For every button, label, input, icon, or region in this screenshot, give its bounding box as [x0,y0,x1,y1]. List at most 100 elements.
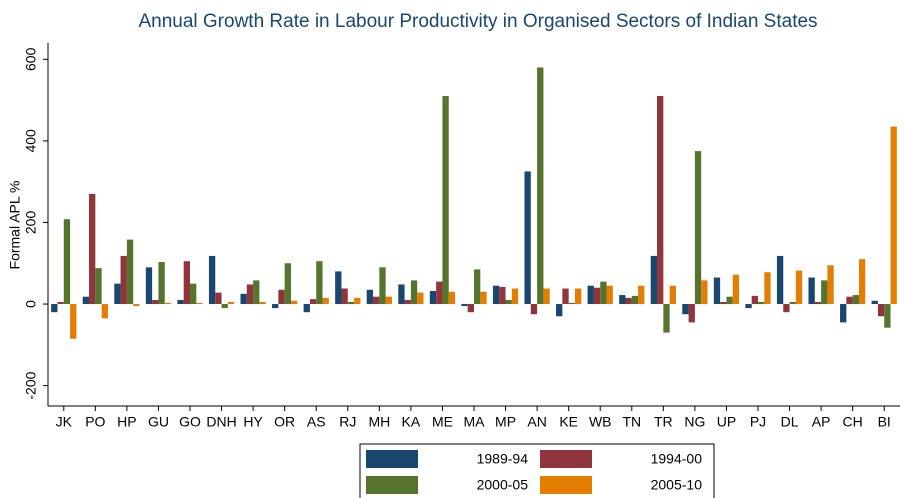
bar [120,255,127,305]
y-tick-label: -200 [23,371,39,399]
x-tick-label: GO [179,414,201,430]
bar [246,284,254,305]
x-tick-label: KA [402,414,421,430]
bar [783,304,790,313]
bar [215,292,222,305]
bar [133,304,140,307]
bar [95,268,102,305]
x-tick-label: CH [843,414,863,430]
x-tick-label: ME [432,414,453,430]
x-tick-label: AS [307,414,326,430]
bar [574,288,582,305]
bar [600,281,607,305]
bar [537,67,544,305]
bar [272,304,279,309]
bar [259,301,266,305]
bar [366,289,374,305]
legend-swatch [540,450,592,468]
bar [354,297,361,305]
bar [682,304,689,315]
x-tick-label: AP [812,414,831,430]
x-tick-label: JK [56,414,73,430]
x-tick-label: RJ [339,414,356,430]
legend-label: 1994-00 [651,451,703,467]
bar [227,301,235,305]
bar [89,193,96,305]
bar [436,281,443,305]
bar [404,299,411,305]
legend-label: 2005-10 [651,477,703,493]
x-tick-label: TR [654,414,673,430]
bar [467,304,474,313]
bar [631,295,639,305]
bar [474,269,481,305]
bar [821,280,828,305]
bar [808,277,815,305]
x-tick-label: OR [274,414,295,430]
bar [152,299,159,305]
bar [429,290,437,305]
bar [795,270,803,305]
bar [341,288,348,305]
bar [114,283,121,305]
bar [726,296,733,305]
legend-box [359,443,715,498]
bar [543,288,550,305]
legend-swatch [366,450,418,468]
bar [593,287,601,305]
legend-label: 1989-94 [477,451,529,467]
bar [688,304,695,323]
bar [638,285,645,305]
bar [347,301,355,305]
y-tick-label: 200 [23,211,39,235]
bar [385,296,392,305]
x-tick-label: GU [148,414,169,430]
bar [158,262,165,305]
legend-swatch [366,476,418,494]
legend-swatch [540,476,592,494]
bar [322,297,329,305]
bar [884,304,891,328]
bar [278,289,285,305]
bar [846,296,853,305]
bar [858,259,866,305]
bar [511,288,519,305]
bar [101,304,108,319]
bar [51,304,58,313]
bar [417,292,424,305]
bar [303,304,310,313]
bar [530,304,538,315]
bar [852,295,859,305]
x-tick-label: MH [368,414,390,430]
bar [776,255,784,305]
bar [164,302,172,305]
x-tick-label: BI [878,414,891,430]
x-tick-label: PO [85,414,105,430]
bar [480,291,487,305]
bar [221,304,228,309]
x-tick-label: MP [495,414,516,430]
y-axis-label: Formal APL % [7,181,23,270]
bar [442,96,449,305]
x-tick-label: KE [559,414,578,430]
bar [240,293,247,305]
x-tick-label: DNH [206,414,236,430]
bar [745,304,752,309]
bar [625,297,632,305]
bar [177,299,184,305]
bar [877,304,885,317]
bar [379,267,386,305]
bar [758,301,765,305]
bar [840,304,847,323]
bar [70,304,77,339]
bar [183,261,190,305]
x-tick-label: PJ [750,414,766,430]
bar [827,265,834,305]
bar [568,302,575,305]
bar [196,302,203,305]
bar [126,239,134,305]
x-tick-label: HP [117,414,136,430]
bar [505,299,512,305]
y-tick-label: 400 [23,129,39,153]
